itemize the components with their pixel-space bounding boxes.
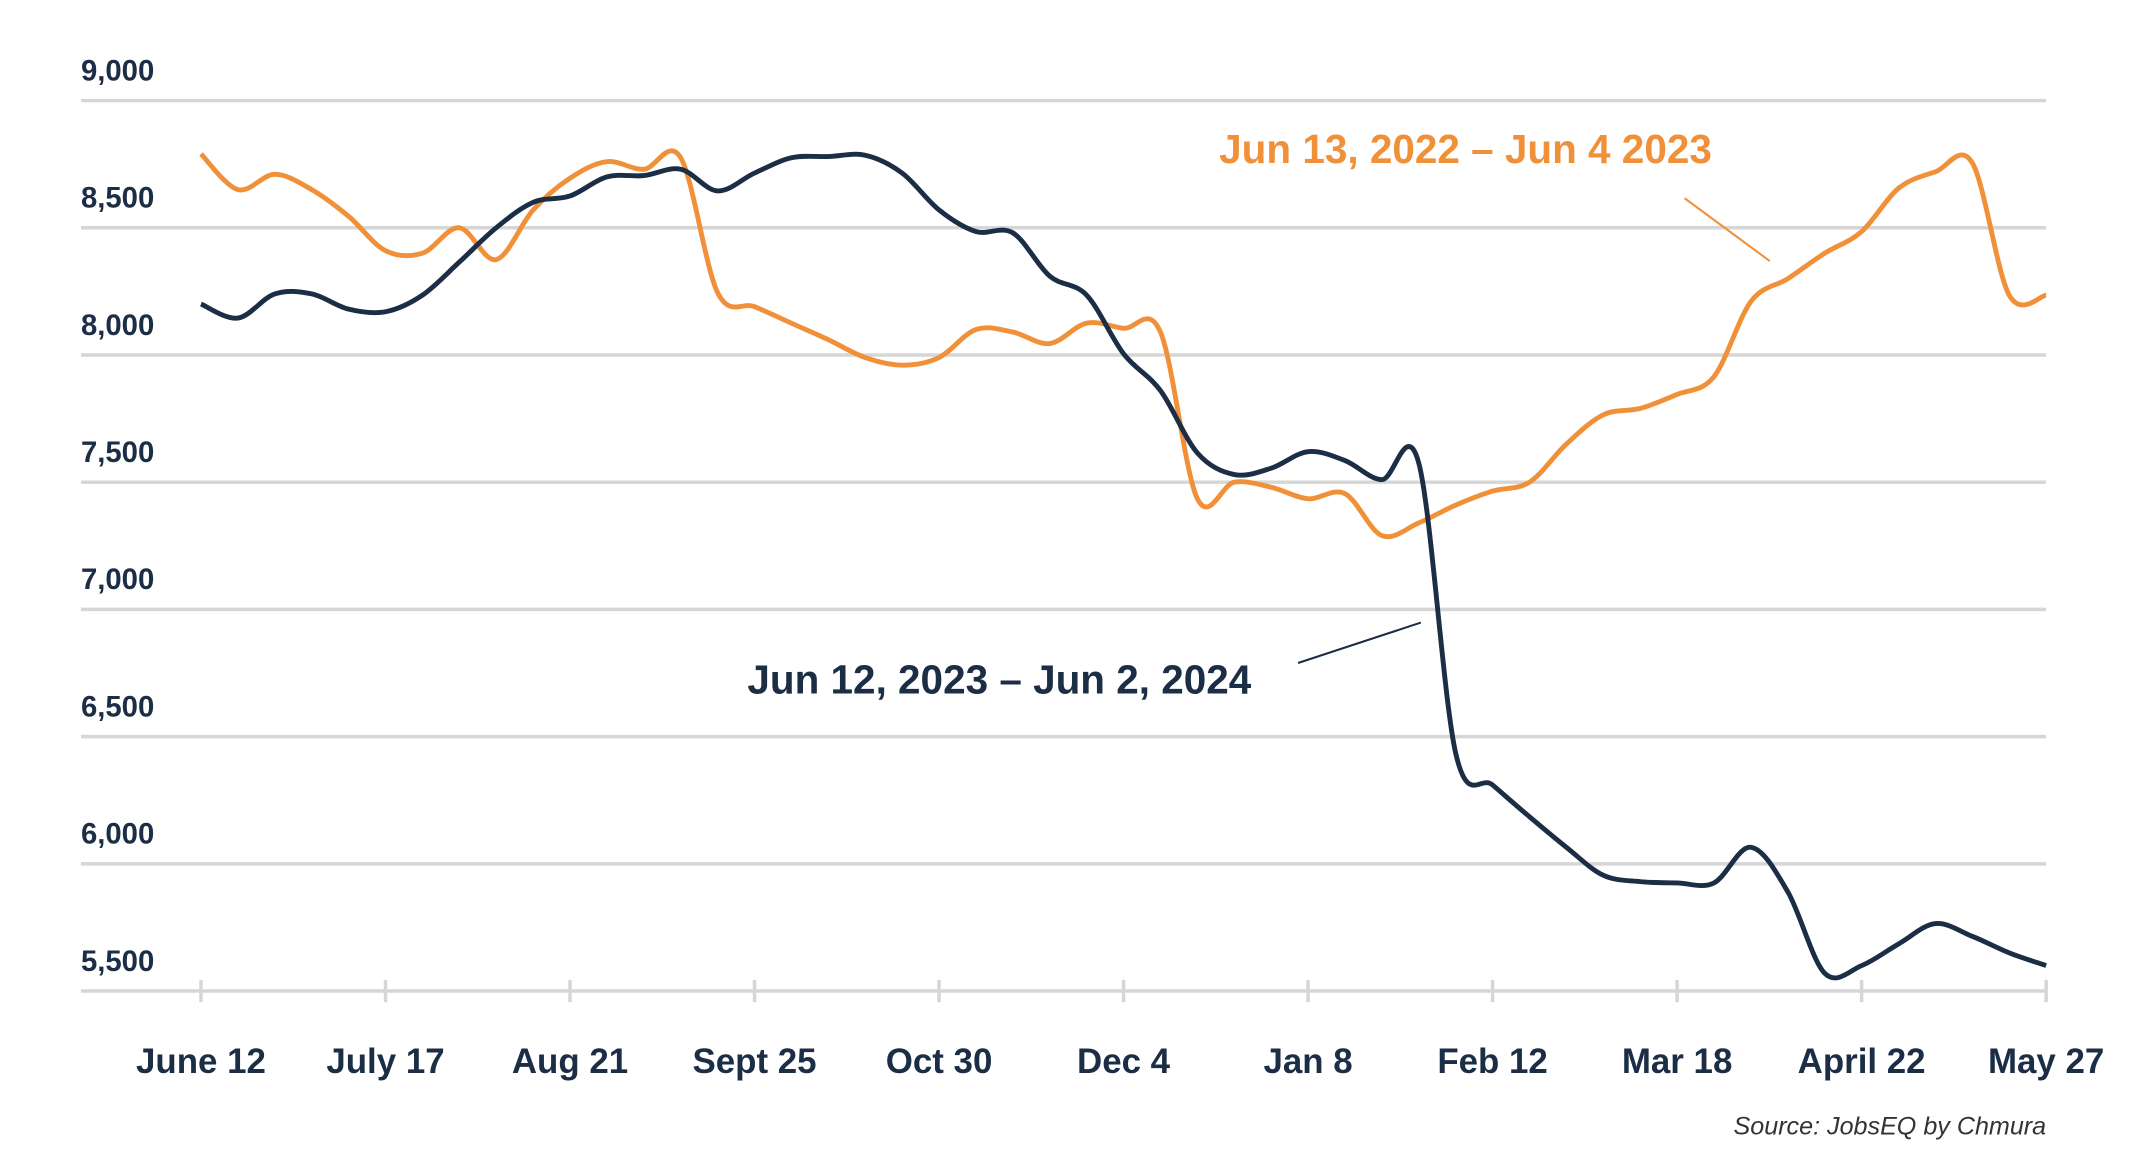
x-tick-label: Mar 18 <box>1622 1042 1733 1081</box>
x-tick-label: July 17 <box>326 1042 444 1081</box>
series-label: Jun 13, 2022 – Jun 4 2023 <box>1219 126 1712 172</box>
y-tick-label: 8,000 <box>81 309 154 342</box>
x-tick-label: Feb 12 <box>1437 1042 1547 1081</box>
x-tick-label: Sept 25 <box>692 1042 816 1081</box>
x-tick-label: May 27 <box>1988 1042 2104 1081</box>
series-label: Jun 12, 2023 – Jun 2, 2024 <box>747 656 1251 702</box>
y-tick-label: 8,500 <box>81 182 154 215</box>
y-tick-label: 6,000 <box>81 818 154 851</box>
y-tick-label: 7,000 <box>81 563 154 596</box>
x-tick-label: Dec 4 <box>1077 1042 1171 1081</box>
y-tick-label: 5,500 <box>81 945 154 978</box>
series-line <box>199 151 2047 981</box>
annotation-leader <box>1297 621 1422 665</box>
x-tick-label: June 12 <box>136 1042 266 1081</box>
source-note: Source: JobsEQ by Chmura <box>1734 1112 2047 1140</box>
y-tick-label: 7,500 <box>81 436 154 469</box>
x-tick-label: Aug 21 <box>512 1042 628 1081</box>
x-tick-label: Jan 8 <box>1263 1042 1352 1081</box>
x-tick-label: Oct 30 <box>886 1042 993 1081</box>
x-tick-label: April 22 <box>1798 1042 1926 1081</box>
y-tick-label: 6,500 <box>81 690 154 723</box>
annotation-leader <box>1684 197 1771 262</box>
series-line <box>199 148 2047 540</box>
y-tick-label: 9,000 <box>81 54 154 87</box>
